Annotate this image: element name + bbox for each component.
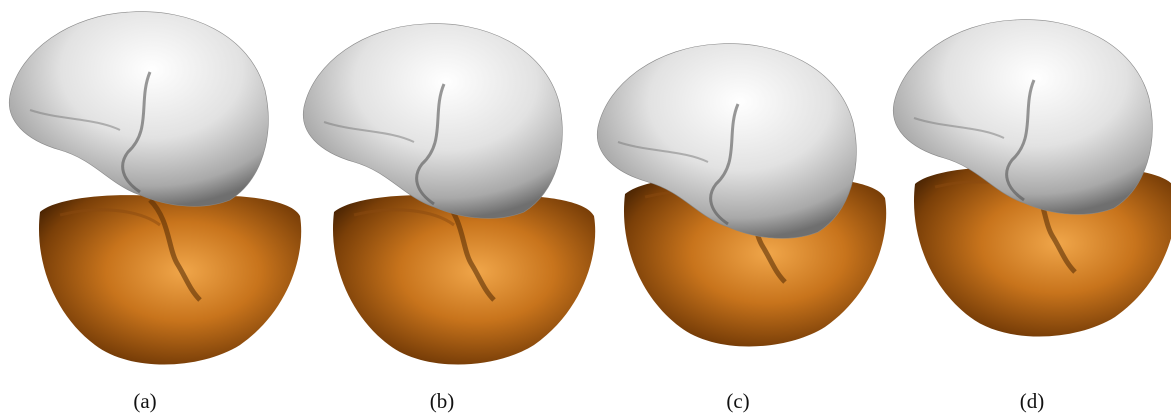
lower-mesh bbox=[333, 195, 595, 364]
lower-mesh bbox=[39, 195, 301, 364]
caption: (b) bbox=[430, 389, 455, 413]
upper-mesh bbox=[303, 24, 562, 219]
page: (a) (b) (c) (d) (() => { const data = JS… bbox=[0, 0, 1171, 416]
caption: (a) bbox=[133, 389, 156, 413]
figure: (a) (b) (c) (d) bbox=[0, 0, 1171, 416]
upper-mesh bbox=[9, 12, 268, 207]
caption: (d) bbox=[1020, 389, 1045, 413]
caption: (c) bbox=[726, 389, 749, 413]
